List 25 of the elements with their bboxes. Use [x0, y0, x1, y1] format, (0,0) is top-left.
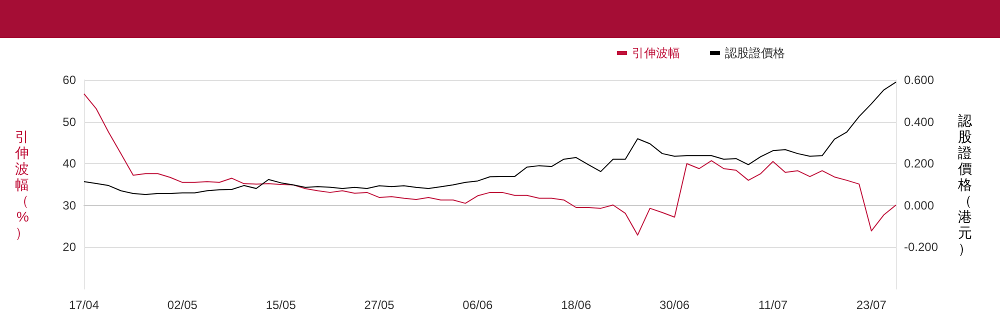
- x-tick-label: 02/05: [167, 298, 198, 312]
- y2-tick-label: 0.600: [904, 73, 934, 87]
- y-axis-title: 引伸波幅（%）: [14, 128, 29, 240]
- y2-tick-label: 0.200: [904, 156, 934, 171]
- line-series: [84, 82, 896, 196]
- legend-label: 引伸波幅: [632, 46, 680, 60]
- x-tick-label: 15/05: [266, 298, 296, 312]
- x-tick-label: 18/06: [561, 298, 592, 312]
- y-tick-label: 50: [62, 114, 76, 129]
- y2-tick-label: 0.000: [904, 198, 934, 212]
- y-tick-label: 60: [62, 73, 76, 87]
- text: 認股證價格（港元）: [958, 112, 972, 256]
- y2-tick-label: 0.400: [904, 114, 934, 129]
- y-tick-label: 20: [62, 240, 76, 254]
- legend-label: 認股證價格: [725, 46, 785, 60]
- line-series: [84, 93, 896, 236]
- x-tick-label: 17/04: [68, 298, 100, 312]
- x-tick-label: 06/06: [462, 298, 494, 312]
- y-tick-label: 40: [62, 156, 76, 171]
- x-tick-label: 11/07: [758, 298, 788, 312]
- x-tick-label: 30/06: [660, 298, 690, 312]
- y2-tick-label: -0.200: [904, 240, 938, 254]
- y-tick-label: 30: [62, 198, 76, 212]
- x-tick-label: 27/05: [364, 298, 395, 312]
- x-tick-label: 23/07: [856, 298, 887, 312]
